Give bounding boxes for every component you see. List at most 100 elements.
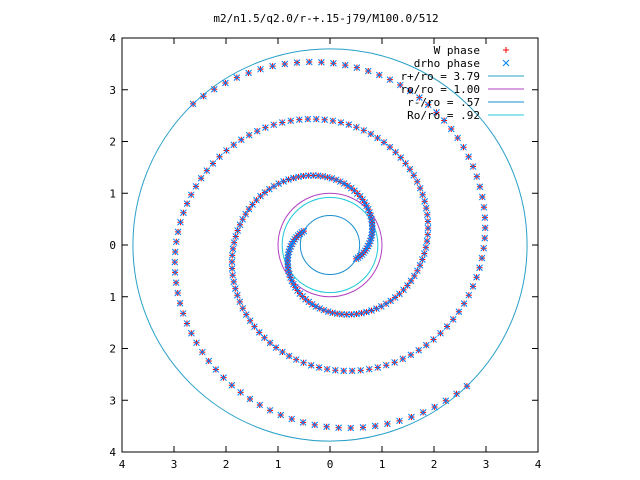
- x-tick-label: 3: [483, 458, 490, 471]
- drho-phase-point: [364, 205, 372, 213]
- circle-Ro-curve: [281, 196, 379, 294]
- drho-phase-point: [228, 381, 236, 389]
- drho-phase-point: [345, 121, 353, 128]
- drho-phase-point: [262, 124, 269, 132]
- drho-phase-point: [197, 174, 205, 182]
- drho-phase-point: [404, 282, 411, 289]
- drho-phase-point: [270, 121, 278, 129]
- y-tick-label: 1: [109, 291, 116, 304]
- drho-phase-point: [261, 334, 268, 342]
- drho-phase-point: [460, 143, 467, 151]
- spiral-points: [171, 47, 510, 432]
- drho-phase-point: [174, 289, 182, 297]
- drho-phase-point: [442, 397, 450, 405]
- drho-phase-point: [198, 348, 206, 356]
- drho-phase-point: [176, 299, 184, 307]
- drho-phase-point: [183, 320, 191, 327]
- drho-phase-point: [233, 291, 241, 299]
- drho-phase-point: [465, 153, 472, 161]
- drho-phase-point: [463, 382, 471, 390]
- drho-phase-point: [323, 365, 331, 373]
- drho-phase-point: [290, 174, 297, 182]
- x-tick-label: 3: [171, 458, 178, 471]
- drho-phase-point: [249, 201, 256, 208]
- drho-phase-point: [453, 390, 460, 398]
- drho-phase-point: [189, 100, 197, 108]
- drho-phase-point: [216, 153, 223, 161]
- drho-phase-point: [311, 421, 319, 429]
- drho-phase-point: [406, 87, 414, 95]
- drho-phase-point: [229, 271, 237, 279]
- drho-phase-point: [421, 198, 429, 205]
- drho-phase-point: [171, 248, 179, 256]
- drho-phase-point: [337, 119, 345, 126]
- drho-phase-point: [340, 180, 348, 187]
- drho-phase-point: [347, 424, 355, 432]
- drho-phase-point: [465, 291, 473, 299]
- drho-phase-point: [353, 64, 361, 72]
- drho-phase-point: [305, 58, 313, 66]
- circle-ro-curve: [277, 192, 383, 298]
- drho-phase-point: [193, 339, 200, 347]
- drho-phase-point: [295, 116, 303, 124]
- legend-label: r-/ro = .57: [407, 96, 480, 109]
- drho-phase-point: [229, 245, 237, 253]
- drho-phase-point: [382, 300, 390, 308]
- drho-phase-point: [348, 367, 356, 375]
- drho-phase-point: [419, 191, 427, 199]
- drho-phase-point: [277, 411, 285, 419]
- drho-phase-point: [402, 159, 409, 167]
- drho-phase-point: [203, 167, 211, 174]
- drho-phase-point: [335, 424, 342, 432]
- drho-phase-point: [315, 364, 323, 371]
- drho-phase-point: [384, 420, 391, 428]
- drho-phase-point: [473, 173, 481, 180]
- drho-phase-point: [179, 310, 187, 317]
- legend-w-phase-marker: [503, 47, 509, 53]
- drho-phase-point: [352, 255, 360, 263]
- drho-phase-point: [288, 415, 296, 423]
- drho-phase-point: [253, 127, 261, 135]
- drho-phase-point: [423, 211, 431, 219]
- x-tick-label: 0: [327, 458, 334, 471]
- drho-phase-point: [246, 395, 254, 403]
- drho-phase-point: [304, 115, 312, 123]
- drho-phase-point: [413, 267, 421, 275]
- drho-phase-point: [407, 351, 415, 359]
- drho-phase-point: [266, 339, 274, 347]
- y-tick-label: 2: [109, 136, 116, 149]
- drho-phase-point: [430, 336, 437, 343]
- drho-phase-point: [324, 308, 332, 315]
- drho-phase-point: [228, 258, 236, 266]
- legend-label: W phase: [434, 44, 480, 57]
- drho-phase-point: [375, 71, 383, 79]
- drho-phase-point: [223, 147, 230, 154]
- drho-phase-point: [329, 117, 337, 125]
- drho-phase-point: [246, 317, 254, 325]
- drho-phase-point: [368, 225, 376, 233]
- x-tick-label: 1: [379, 458, 386, 471]
- drho-phase-point: [358, 309, 365, 317]
- drho-phase-point: [357, 366, 365, 374]
- drho-phase-point: [420, 250, 428, 257]
- drho-phase-point: [476, 264, 483, 272]
- drho-phase-point: [478, 254, 486, 262]
- drho-phase-point: [234, 227, 242, 234]
- drho-phase-point: [382, 361, 390, 369]
- drho-phase-point: [299, 418, 307, 426]
- drho-phase-point: [416, 261, 424, 269]
- drho-phase-point: [410, 272, 418, 280]
- drho-phase-point: [419, 409, 427, 416]
- x-tick-label: 4: [119, 458, 126, 471]
- drho-phase-point: [255, 329, 263, 336]
- drho-phase-point: [228, 265, 236, 272]
- drho-phase-point: [172, 238, 180, 246]
- drho-phase-point: [257, 65, 264, 73]
- drho-phase-point: [228, 251, 236, 259]
- drho-phase-point: [387, 297, 395, 305]
- drho-phase-point: [424, 231, 432, 239]
- drho-phase-point: [192, 182, 200, 190]
- drho-phase-point: [295, 173, 302, 181]
